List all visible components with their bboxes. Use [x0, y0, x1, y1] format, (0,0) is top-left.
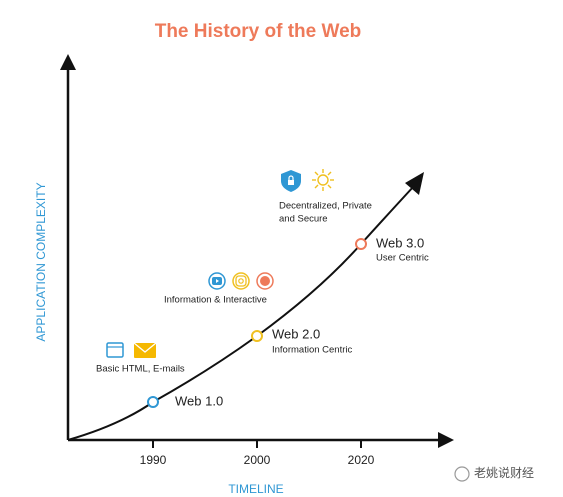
watermark: 老姚说财经 [474, 465, 534, 480]
node-subtitle: User Centric [376, 253, 429, 264]
axes [60, 54, 454, 448]
node-label: Web 3.0 [376, 235, 424, 250]
icon-shield [281, 170, 301, 192]
icon-youtube [208, 272, 226, 290]
node-subtitle: Information Centric [272, 345, 353, 356]
node-label: Web 2.0 [272, 326, 320, 341]
icon-twitter [256, 272, 274, 290]
icon-web [106, 342, 124, 358]
icon-instagram [232, 272, 250, 290]
x-tick-label: 1990 [140, 453, 167, 467]
growth-curve [67, 185, 415, 441]
icon-network [312, 169, 334, 191]
annotation: and Secure [279, 214, 328, 225]
node-marker [147, 396, 159, 408]
x-tick-label: 2020 [348, 453, 375, 467]
node-marker [355, 238, 367, 250]
annotation: Decentralized, Private [279, 201, 372, 212]
y-axis-label: APPLICATION COMPLEXITY [34, 182, 48, 341]
node-label: Web 1.0 [175, 393, 223, 408]
watermark-icon [454, 466, 470, 482]
annotation: Information & Interactive [164, 295, 267, 306]
node-marker [251, 330, 263, 342]
x-tick-label: 2000 [244, 453, 271, 467]
annotation: Basic HTML, E-mails [96, 364, 185, 375]
x-axis-label: TIMELINE [228, 482, 283, 496]
curve-arrow [405, 172, 424, 195]
title: The History of the Web [155, 21, 362, 42]
icon-mail [133, 342, 157, 358]
